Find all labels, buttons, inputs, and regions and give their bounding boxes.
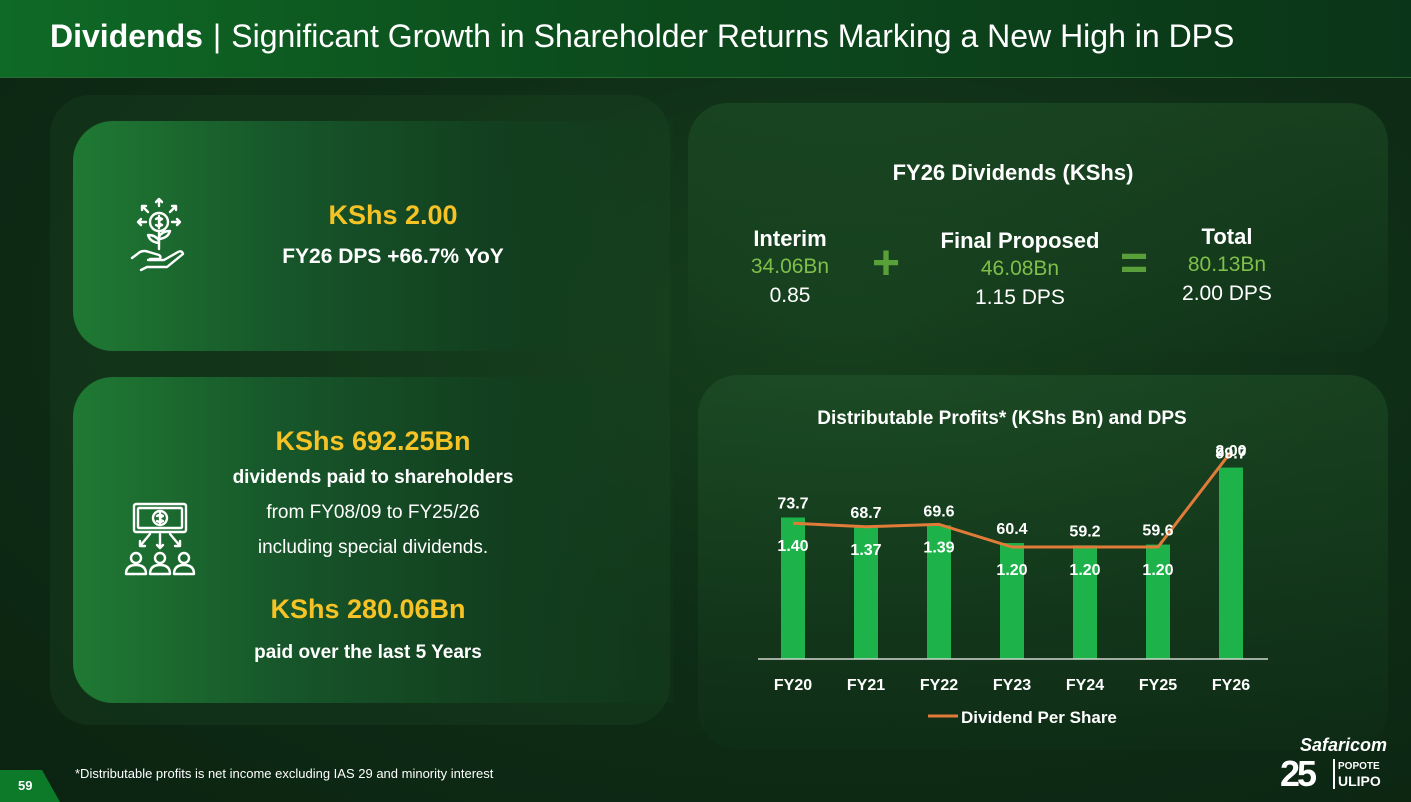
page-title: Dividends | Significant Growth in Sharehol… — [50, 18, 1234, 55]
final-amount: 46.08Bn — [980, 257, 1060, 280]
bar-fy22 — [927, 525, 951, 659]
final-dps: 1.15 DPS — [975, 286, 1065, 309]
five-year-dividends-value: KShs 280.06Bn — [270, 594, 466, 624]
interim-label: Interim — [753, 226, 827, 251]
x-tick-fy20: FY20 — [774, 677, 812, 694]
title-bold: Dividends — [50, 18, 203, 54]
x-tick-fy25: FY25 — [1139, 677, 1177, 694]
bar-fy21 — [854, 527, 878, 659]
logo-divider — [1333, 759, 1335, 789]
safaricom-logo: Safaricom 25 POPOTE ULIPO — [1278, 735, 1398, 795]
footnote: *Distributable profits is net income exc… — [75, 766, 494, 781]
title-rest: Significant Growth in Shareholder Return… — [231, 18, 1235, 54]
logo-tag-ulipo: ULIPO — [1338, 773, 1381, 789]
total-dividends-value: KShs 692.25Bn — [275, 426, 471, 456]
total-dividends-line1: dividends paid to shareholders — [232, 467, 514, 488]
dps-label-fy24: 1.20 — [1069, 562, 1100, 579]
x-tick-fy21: FY21 — [847, 677, 885, 694]
x-tick-fy24: FY24 — [1066, 677, 1104, 694]
chart-title: Distributable Profits* (KShs Bn) and DPS — [817, 408, 1186, 429]
logo-number: 25 — [1280, 753, 1317, 794]
bar-fy23 — [1000, 543, 1024, 659]
bar-label-fy21: 68.7 — [850, 505, 881, 522]
legend-dps-label: Dividend Per Share — [961, 708, 1117, 727]
total-dps: 2.00 DPS — [1182, 282, 1272, 305]
dps-label: FY26 DPS +66.7% YoY — [282, 245, 504, 268]
dps-value: KShs 2.00 — [328, 200, 458, 230]
bar-fy24 — [1073, 545, 1097, 659]
dps-label-fy20: 1.40 — [777, 538, 808, 555]
equals-sign: = — [1120, 237, 1149, 290]
dps-label-fy22: 1.39 — [923, 539, 954, 556]
dps-label-fy26: 2.00 — [1215, 443, 1246, 460]
dividends-paid-card — [73, 377, 673, 703]
logo-brand: Safaricom — [1300, 735, 1388, 755]
x-tick-fy26: FY26 — [1212, 677, 1250, 694]
five-year-dividends-label: paid over the last 5 Years — [254, 642, 482, 663]
money-plant-hand-icon — [130, 197, 185, 272]
bar-label-fy24: 59.2 — [1069, 523, 1100, 540]
x-tick-fy22: FY22 — [920, 677, 958, 694]
distributable-profits-chart: Distributable Profits* (KShs Bn) and DPS… — [758, 408, 1268, 727]
interim-amount: 34.06Bn — [750, 255, 830, 278]
cash-distribution-people-icon — [124, 502, 196, 576]
page-number-tab: 59 — [0, 770, 60, 802]
bar-fy20 — [781, 517, 805, 659]
page-number: 59 — [18, 778, 33, 793]
bar-label-fy25: 59.6 — [1142, 523, 1173, 540]
plus-sign: + — [872, 237, 901, 290]
bar-label-fy26: 99.7 — [1215, 446, 1246, 463]
fy26-dividends-title: FY26 Dividends (KShs) — [892, 160, 1134, 185]
title-separator: | — [212, 18, 222, 54]
interim-dps: 0.85 — [769, 284, 811, 307]
x-tick-fy23: FY23 — [993, 677, 1031, 694]
dps-card — [73, 121, 673, 351]
dps-label-fy21: 1.37 — [850, 542, 881, 559]
bar-label-fy23: 60.4 — [996, 521, 1027, 538]
total-dividends-line2: from FY08/09 to FY25/26 — [266, 502, 480, 523]
chart-panel — [698, 375, 1388, 750]
fy26-dividends-panel — [688, 103, 1388, 353]
dps-label-fy23: 1.20 — [996, 562, 1027, 579]
total-amount: 80.13Bn — [1187, 253, 1267, 276]
total-label: Total — [1201, 224, 1253, 249]
final-label: Final Proposed — [940, 228, 1100, 253]
bar-fy25 — [1146, 544, 1170, 659]
logo-tag-popote: POPOTE — [1338, 761, 1380, 772]
dps-line — [792, 450, 1233, 549]
title-bar: Dividends | Significant Growth in Sharehol… — [0, 0, 1411, 78]
dps-label-fy25: 1.20 — [1142, 562, 1173, 579]
bar-label-fy20: 73.7 — [777, 495, 808, 512]
bar-fy26 — [1219, 467, 1243, 659]
bar-label-fy22: 69.6 — [923, 503, 954, 520]
total-dividends-line3: including special dividends. — [257, 537, 489, 558]
